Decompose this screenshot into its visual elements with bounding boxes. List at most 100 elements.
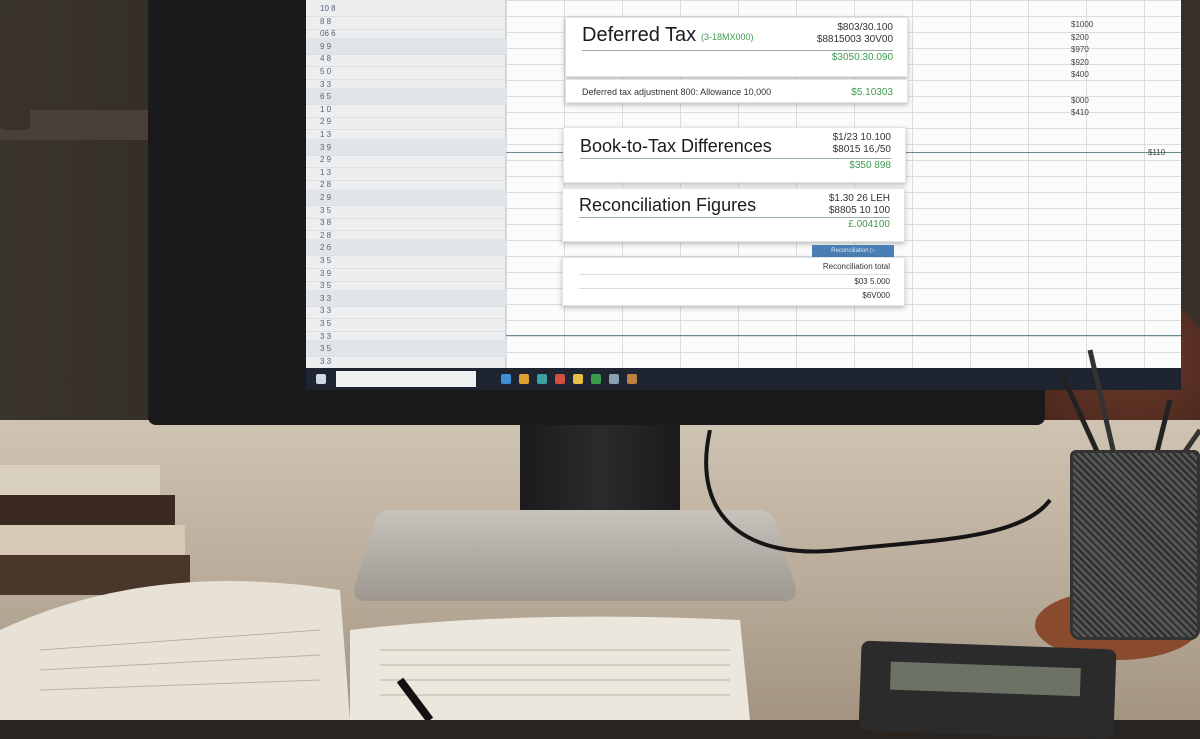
row-number: 1 0 xyxy=(320,104,332,114)
row-number: 2 6 xyxy=(320,243,332,253)
sidebar-row[interactable]: 8 8 xyxy=(306,13,506,30)
sidebar-row[interactable]: 2 9 xyxy=(306,151,506,169)
cell-value: $410 xyxy=(1071,108,1089,118)
sidebar-row[interactable]: 3 5 xyxy=(306,252,506,269)
row-number: 8 8 xyxy=(320,16,332,26)
sidebar-row[interactable]: 1 0 xyxy=(306,101,506,118)
grid-divider xyxy=(506,335,1181,336)
card-highlight: $350 898 xyxy=(849,160,891,171)
row-number: 3 9 xyxy=(320,142,332,152)
sidebar-row[interactable]: 4 8 xyxy=(306,50,506,68)
card-amount: $8805 10 100 xyxy=(828,205,890,216)
pencil-cup xyxy=(1070,450,1200,640)
card-title: Reconciliation Figures xyxy=(579,195,757,215)
sidebar-row[interactable]: 2 6 xyxy=(306,239,506,257)
card-tag: (3-18MX000) xyxy=(701,32,754,42)
row-number: 3 5 xyxy=(320,256,332,265)
sidebar-row[interactable]: 9 9 xyxy=(306,37,506,55)
row-number: 06 6 xyxy=(320,29,336,39)
row-number: 9 9 xyxy=(320,41,332,51)
app-icon[interactable] xyxy=(519,374,529,384)
sidebar-row[interactable]: 3 8 xyxy=(306,214,506,232)
card-summary: Deferred tax adjustment 800: Allowance 1… xyxy=(565,79,908,103)
card-amount: $8015 16,/50 xyxy=(832,144,891,155)
card-amount: $8815003 30V00 xyxy=(816,34,893,45)
cell-value: $920 xyxy=(1071,57,1089,67)
card-book-to-tax: Book-to-Tax Differences $1/23 10.100 $80… xyxy=(563,127,906,183)
row-number: 3 9 xyxy=(320,268,332,278)
sidebar-row[interactable]: 3 3 xyxy=(306,289,506,307)
row-number: 2 8 xyxy=(320,180,332,190)
cell-value: $200 xyxy=(1071,32,1089,42)
card-deferred-tax: Deferred Tax (3-18MX000) $803/30.100 $88… xyxy=(565,17,908,77)
sidebar-row[interactable]: 6 5 xyxy=(306,88,506,106)
taskbar-search[interactable] xyxy=(336,371,476,387)
calculator-display xyxy=(889,661,1081,697)
row-number: 3 3 xyxy=(320,356,332,366)
status-value: $110 xyxy=(1148,148,1166,157)
sidebar-row[interactable]: 2 9 xyxy=(306,113,506,131)
card-title: Book-to-Tax Differences xyxy=(580,136,772,156)
book-stack xyxy=(0,465,190,595)
row-number: 3 3 xyxy=(320,306,332,316)
card-highlight: $5.10303 xyxy=(851,87,893,98)
table-cell: $6V000 xyxy=(862,291,890,300)
calculator xyxy=(858,640,1117,739)
app-icon[interactable] xyxy=(555,374,565,384)
sidebar-row[interactable]: 3 5 xyxy=(306,340,506,358)
cell-value: $970 xyxy=(1071,45,1089,55)
sidebar-row[interactable]: 10 8 xyxy=(306,0,506,17)
card-title: Deferred Tax xyxy=(582,24,697,46)
sidebar-row[interactable]: 3 9 xyxy=(306,265,506,282)
sidebar-row[interactable]: 1 3 xyxy=(306,164,506,181)
cell-value: $1000 xyxy=(1071,20,1094,29)
row-sidebar: 10 8 8 8 06 6 9 9 4 8 5 0 3 3 6 5 1 0 2 9 1 3 3 9 2 … xyxy=(306,0,506,370)
row-number: 5 0 xyxy=(320,67,332,76)
cell-value: $000 xyxy=(1071,95,1089,105)
card-amount: $1.30 26 LEH xyxy=(828,193,890,204)
row-number: 3 3 xyxy=(320,293,332,303)
card-table: Reconciliation total $03 5.000 $6V000 xyxy=(562,257,905,306)
row-number: 6 5 xyxy=(320,92,332,102)
card-amount: $803/30.100 xyxy=(837,22,893,33)
plant-pot xyxy=(0,20,30,130)
row-number: 1 3 xyxy=(320,130,332,139)
open-notebook xyxy=(0,581,750,720)
app-icon[interactable] xyxy=(537,374,547,384)
row-number: 3 8 xyxy=(320,218,332,228)
card-amount: $1/23 10.100 xyxy=(832,132,891,143)
start-icon[interactable] xyxy=(316,374,326,384)
row-number: 3 5 xyxy=(320,205,332,215)
cell-value: $400 xyxy=(1071,70,1089,80)
app-icon[interactable] xyxy=(609,374,619,384)
row-number: 10 8 xyxy=(320,4,336,13)
table-cell: Reconciliation total xyxy=(822,262,890,271)
row-number: 1 3 xyxy=(320,167,332,177)
app-icon[interactable] xyxy=(591,374,601,384)
app-icon[interactable] xyxy=(501,374,511,384)
row-number: 2 9 xyxy=(320,193,332,202)
monitor: 10 8 8 8 06 6 9 9 4 8 5 0 3 3 6 5 1 0 2 9 1 3 3 9 2 … xyxy=(148,0,1181,425)
sidebar-row[interactable]: 3 5 xyxy=(306,315,506,332)
table-cell: $03 5.000 xyxy=(854,277,890,286)
card-summary-text: Deferred tax adjustment 800: Allowance 1… xyxy=(582,87,772,97)
app-icon[interactable] xyxy=(573,374,583,384)
row-number: 3 5 xyxy=(320,344,332,354)
row-number: 3 3 xyxy=(320,79,332,89)
row-number: 3 5 xyxy=(320,281,332,291)
monitor-cable xyxy=(704,430,1052,554)
row-number: 2 9 xyxy=(320,117,332,127)
card-highlight: £.004100 xyxy=(848,219,890,230)
card-reconciliation: Reconciliation Figures $1.30 26 LEH $880… xyxy=(562,188,905,242)
sidebar-row[interactable]: 3 5 xyxy=(306,202,506,219)
row-number: 4 8 xyxy=(320,54,332,64)
sidebar-row[interactable]: 3 9 xyxy=(306,138,506,156)
sidebar-row[interactable]: 3 3 xyxy=(306,302,506,320)
screen: 10 8 8 8 06 6 9 9 4 8 5 0 3 3 6 5 1 0 2 9 1 3 3 9 2 … xyxy=(306,0,1181,390)
reconciliation-button[interactable]: Reconciliation ▷ xyxy=(812,245,894,257)
taskbar xyxy=(306,368,1181,390)
row-number: 3 5 xyxy=(320,319,332,328)
sidebar-row[interactable]: 2 9 xyxy=(306,189,506,206)
sidebar-row[interactable]: 5 0 xyxy=(306,63,506,80)
app-icon[interactable] xyxy=(627,374,637,384)
